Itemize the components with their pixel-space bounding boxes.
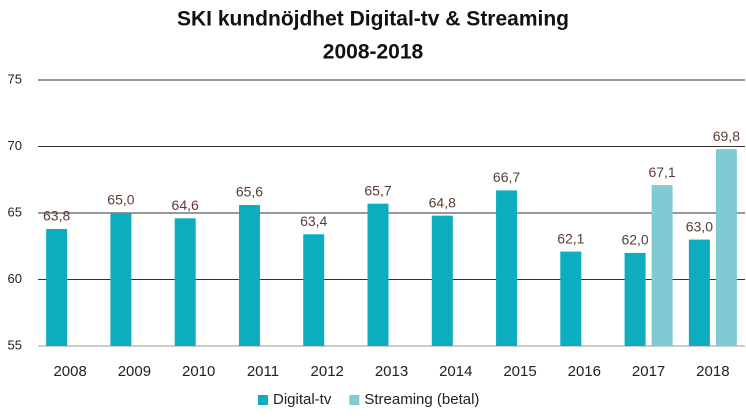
y-tick-label: 70 (8, 138, 22, 153)
legend-label: Streaming (betal) (364, 391, 479, 408)
value-label: 65,7 (364, 182, 391, 198)
x-tick-label: 2008 (53, 363, 86, 380)
bar (688, 239, 710, 346)
chart-title: SKI kundnöjdhet Digital-tv & Streaming (177, 8, 569, 31)
value-label: 67,1 (648, 164, 675, 180)
x-tick-label: 2009 (118, 363, 151, 380)
bar (46, 228, 68, 346)
legend-swatch (349, 395, 360, 405)
value-label: 64,8 (429, 194, 456, 210)
chart-subtitle: 2008-2018 (323, 41, 424, 64)
value-label: 69,8 (713, 128, 740, 144)
bar (238, 205, 260, 346)
x-tick-label: 2014 (439, 363, 472, 380)
value-label: 66,7 (493, 169, 520, 185)
bar (110, 213, 132, 346)
value-label: 65,6 (236, 184, 263, 200)
legend-label: Digital-tv (273, 391, 332, 408)
bar (496, 190, 518, 346)
bar (303, 234, 325, 346)
y-tick-label: 55 (8, 337, 22, 352)
value-label: 62,0 (621, 232, 648, 248)
bar (431, 215, 453, 346)
x-tick-label: 2013 (375, 363, 408, 380)
legend-swatch (258, 395, 268, 405)
value-label: 65,0 (107, 192, 134, 208)
y-tick-label: 65 (8, 204, 22, 219)
bar (624, 252, 646, 346)
x-tick-label: 2018 (696, 363, 729, 380)
x-tick-label: 2011 (247, 363, 279, 380)
value-label: 63,0 (686, 218, 713, 234)
x-tick-label: 2016 (568, 363, 601, 380)
x-tick-label: 2017 (632, 363, 665, 380)
bar (715, 149, 737, 346)
value-label: 63,8 (43, 208, 70, 224)
bar (651, 185, 673, 346)
bar (367, 203, 389, 346)
bar (174, 218, 196, 346)
x-tick-label: 2015 (503, 363, 536, 380)
value-label: 62,1 (557, 230, 584, 246)
value-label: 64,6 (172, 197, 199, 213)
y-tick-label: 60 (8, 271, 22, 286)
x-tick-label: 2012 (311, 363, 344, 380)
y-tick-label: 75 (8, 71, 22, 86)
value-label: 63,4 (300, 213, 327, 229)
bar (560, 251, 582, 346)
x-tick-label: 2010 (182, 363, 215, 380)
